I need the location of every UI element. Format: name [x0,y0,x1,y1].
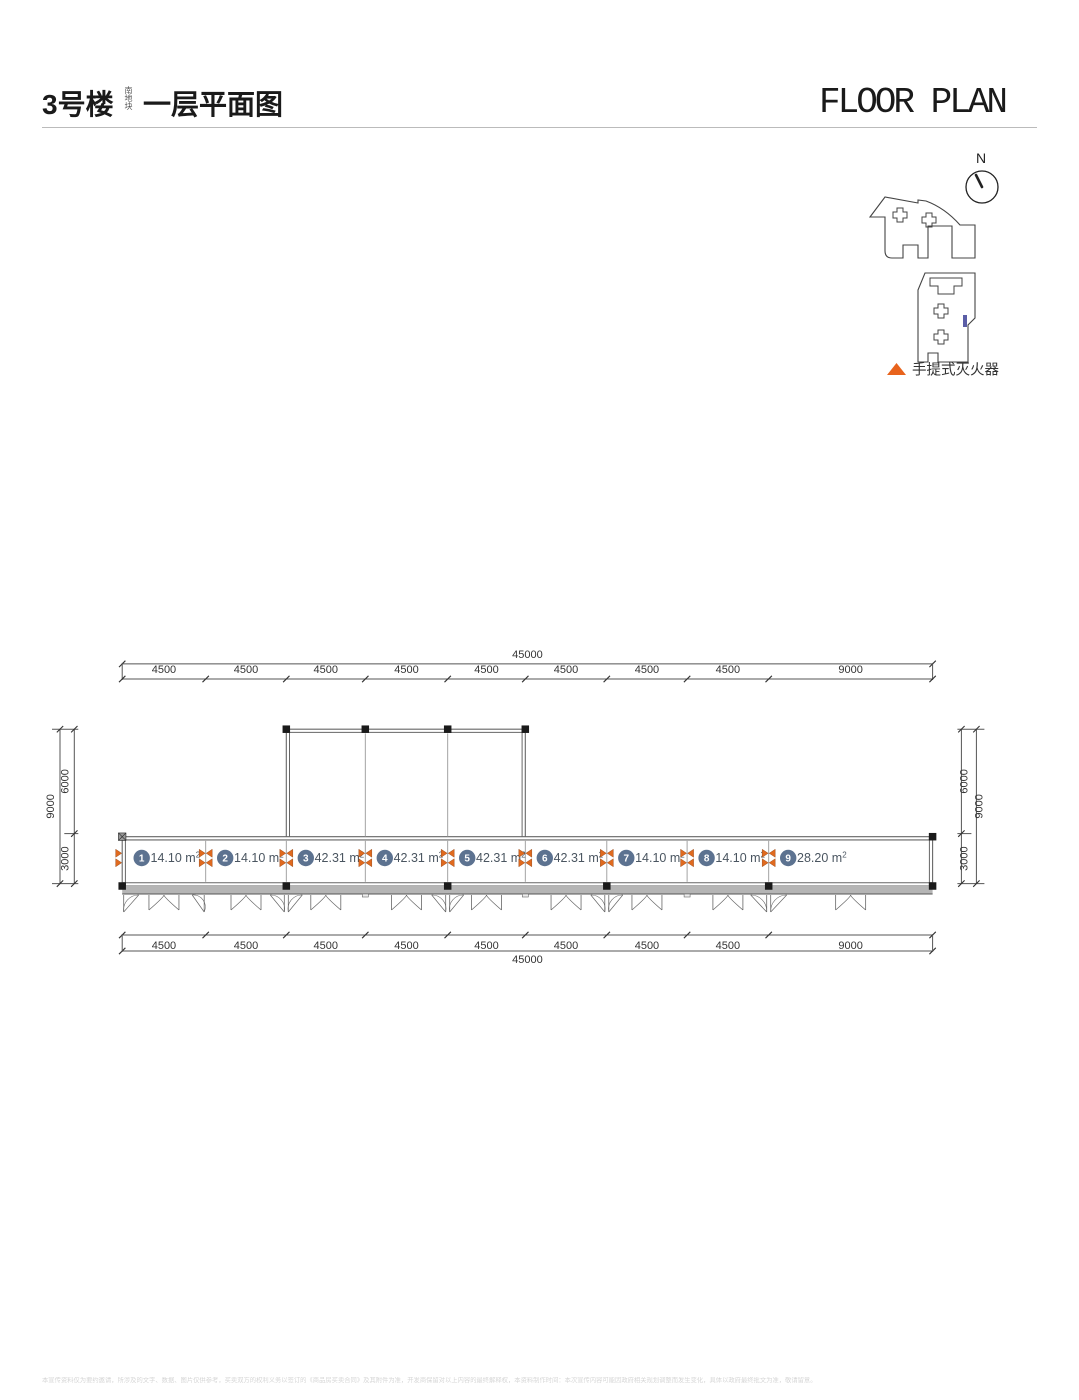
svg-text:3000: 3000 [958,846,970,870]
svg-text:42.31 m: 42.31 m [394,851,439,865]
svg-text:4500: 4500 [394,940,418,952]
svg-text:45000: 45000 [512,954,543,966]
svg-text:42.31 m: 42.31 m [476,851,521,865]
svg-text:6: 6 [542,854,548,865]
svg-text:6000: 6000 [958,769,970,793]
svg-text:4500: 4500 [635,664,659,676]
svg-text:3: 3 [303,854,309,865]
svg-text:4500: 4500 [152,664,176,676]
svg-text:4500: 4500 [716,940,740,952]
svg-text:14.10 m: 14.10 m [234,851,279,865]
svg-text:9000: 9000 [838,940,862,952]
svg-text:4500: 4500 [234,664,258,676]
svg-text:4500: 4500 [716,664,740,676]
svg-text:42.31 m: 42.31 m [554,851,599,865]
svg-text:4: 4 [382,854,388,865]
svg-text:9000: 9000 [973,794,985,818]
svg-text:45000: 45000 [512,649,543,661]
svg-text:1: 1 [139,854,145,865]
svg-text:5: 5 [464,854,470,865]
svg-text:4500: 4500 [394,664,418,676]
svg-text:6000: 6000 [59,769,71,793]
svg-text:4500: 4500 [635,940,659,952]
svg-text:8: 8 [704,854,710,865]
svg-text:14.10 m: 14.10 m [635,851,680,865]
svg-text:2: 2 [842,851,847,860]
svg-text:4500: 4500 [234,940,258,952]
svg-text:14.10 m: 14.10 m [715,851,760,865]
svg-text:4500: 4500 [474,940,498,952]
svg-text:3000: 3000 [59,846,71,870]
svg-text:9: 9 [785,854,791,865]
svg-text:4500: 4500 [554,940,578,952]
svg-text:14.10 m: 14.10 m [151,851,196,865]
svg-text:4500: 4500 [474,664,498,676]
svg-text:4500: 4500 [314,664,338,676]
svg-text:4500: 4500 [554,664,578,676]
svg-text:9000: 9000 [838,664,862,676]
svg-text:2: 2 [222,854,228,865]
svg-text:9000: 9000 [45,794,57,818]
svg-text:4500: 4500 [152,940,176,952]
svg-text:28.20 m: 28.20 m [797,851,842,865]
svg-text:4500: 4500 [314,940,338,952]
svg-text:7: 7 [624,854,630,865]
svg-text:42.31 m: 42.31 m [315,851,360,865]
